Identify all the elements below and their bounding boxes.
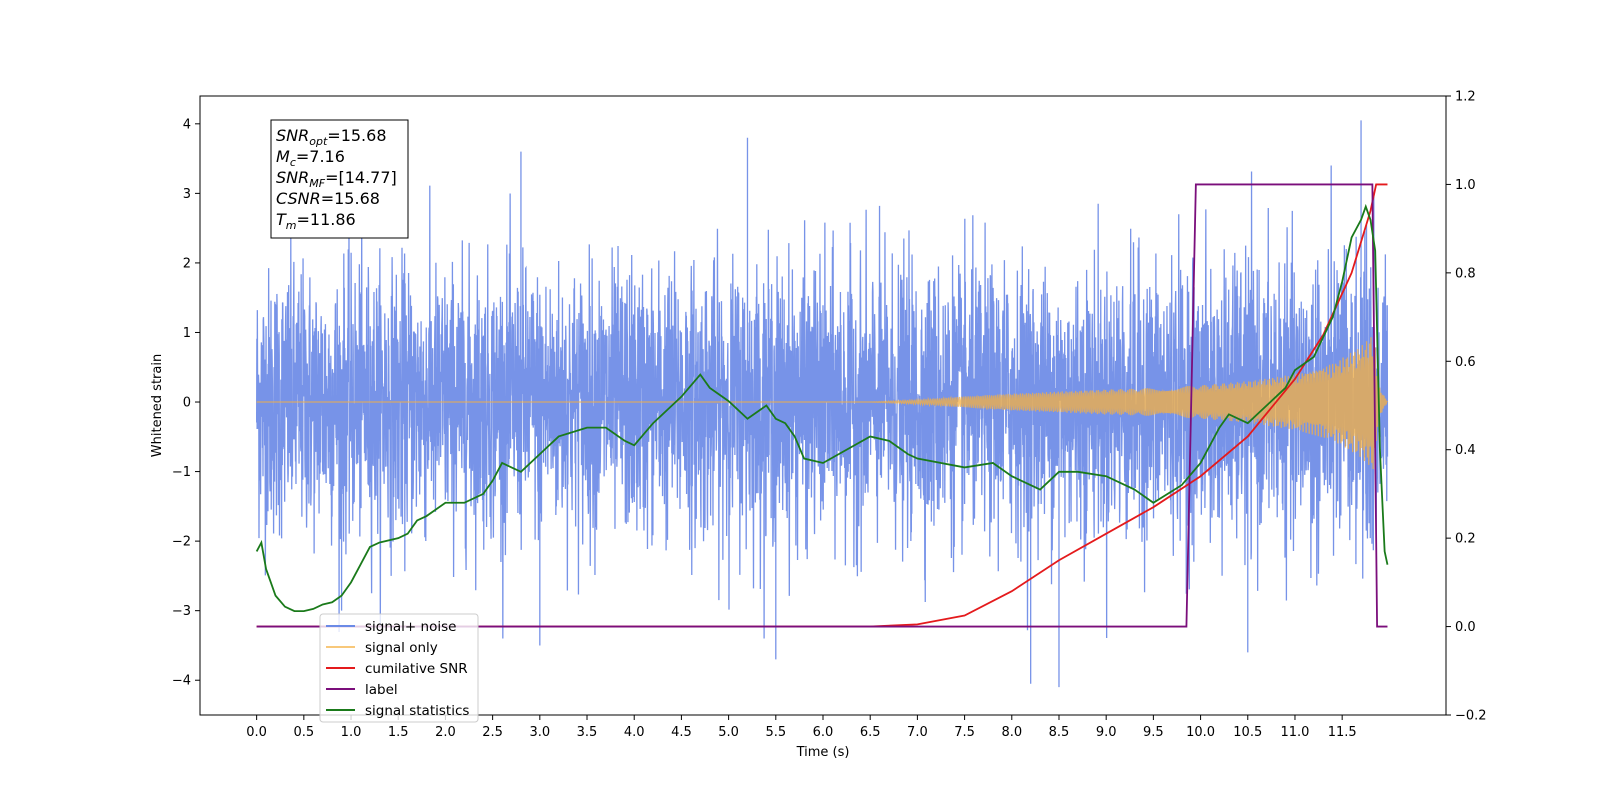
series-signal-only — [256, 337, 1388, 470]
x-tick-label: 11.5 — [1328, 725, 1357, 740]
y-right-tick-label: 1.0 — [1455, 178, 1476, 193]
x-tick-label: 7.5 — [954, 725, 975, 740]
x-tick-label: 1.5 — [388, 725, 409, 740]
annotation-line: SNRMF=[14.77] — [276, 168, 397, 190]
legend-entry: signal+ noise — [365, 619, 456, 635]
x-tick-label: 3.0 — [529, 725, 550, 740]
x-tick-label: 4.0 — [624, 725, 645, 740]
x-tick-label: 5.0 — [718, 725, 739, 740]
x-tick-label: 8.0 — [1001, 725, 1022, 740]
series-signal-statistics — [255, 203, 1389, 612]
y-left-tick-label: 0 — [183, 396, 191, 411]
x-tick-label: 1.0 — [341, 725, 362, 740]
legend-frame — [319, 613, 479, 723]
y-left-tick-label: 1 — [183, 326, 191, 341]
x-tick-label: 11.0 — [1280, 725, 1309, 740]
y-left-tick-label: 4 — [183, 117, 191, 132]
x-tick-label: 2.0 — [435, 725, 456, 740]
x-tick-label: 10.0 — [1186, 725, 1215, 740]
x-tick-label: 10.5 — [1233, 725, 1262, 740]
y-right-tick-label: −0.2 — [1455, 709, 1487, 724]
series-signal-noise — [255, 120, 1389, 688]
y-right-tick-label: 0.6 — [1455, 355, 1476, 370]
y-right-tick-label: 0.2 — [1455, 532, 1476, 547]
series-cumulative-snr — [256, 183, 1388, 628]
series-label — [256, 183, 1388, 628]
legend-entry: cumilative SNR — [365, 661, 468, 677]
legend-entry: label — [365, 682, 398, 698]
y-left-tick-label: −2 — [172, 535, 191, 550]
annotation-line: Tm=11.86 — [276, 210, 356, 232]
annotation-line: Mc=7.16 — [276, 147, 345, 169]
y-left-tick-label: −4 — [172, 674, 191, 689]
x-tick-label: 2.5 — [482, 725, 503, 740]
x-tick-label: 6.5 — [860, 725, 881, 740]
y-axis-left: −4 −3 −2 −1 0 1 2 3 4 — [172, 117, 200, 689]
legend-entry: signal only — [365, 640, 438, 656]
x-tick-label: 0.5 — [293, 725, 314, 740]
y-left-tick-label: −3 — [172, 604, 191, 619]
plot-area — [255, 120, 1389, 688]
y-left-tick-label: 3 — [183, 187, 191, 202]
x-tick-label: 7.0 — [907, 725, 928, 740]
x-axis: 0.0 0.5 1.0 1.5 2.0 2.5 3.0 3.5 4.0 4.5 5.0 5.5 6.0 6… — [246, 715, 1357, 740]
y-right-tick-label: 0.4 — [1455, 443, 1476, 458]
x-axis-label: Time (s) — [796, 745, 850, 760]
y-right-tick-label: 0.0 — [1455, 620, 1476, 635]
legend: signal+ noise signal only cumilative SNR la… — [319, 613, 479, 723]
x-tick-label: 6.0 — [813, 725, 834, 740]
annotation-box: SNRopt=15.68Mc=7.16SNRMF=[14.77]CSNR=15.… — [270, 119, 409, 239]
y-axis-label-left: Whitened strain — [150, 354, 165, 457]
x-tick-label: 5.5 — [765, 725, 786, 740]
y-right-tick-label: 1.2 — [1455, 90, 1476, 105]
y-axis-right: −0.2 0.0 0.2 0.4 0.6 0.8 1.0 1.2 — [1446, 90, 1487, 724]
x-tick-label: 9.0 — [1096, 725, 1117, 740]
y-right-tick-label: 0.8 — [1455, 266, 1476, 281]
x-tick-label: 0.0 — [246, 725, 267, 740]
y-left-tick-label: −1 — [172, 465, 191, 480]
x-tick-label: 9.5 — [1143, 725, 1164, 740]
x-tick-label: 8.5 — [1049, 725, 1070, 740]
annotation-line: CSNR=15.68 — [276, 189, 380, 208]
x-tick-label: 4.5 — [671, 725, 692, 740]
legend-entry: signal statistics — [365, 703, 469, 719]
x-tick-label: 3.5 — [577, 725, 598, 740]
y-left-tick-label: 2 — [183, 256, 191, 271]
annotation-line: SNRopt=15.68 — [276, 126, 387, 148]
